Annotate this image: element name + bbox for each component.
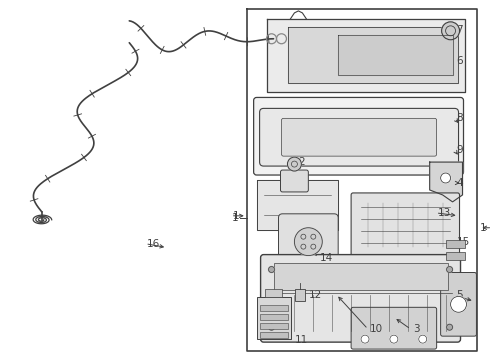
- Text: 10: 10: [370, 324, 383, 334]
- Bar: [260, 323, 289, 329]
- FancyBboxPatch shape: [278, 214, 338, 270]
- Polygon shape: [430, 162, 463, 202]
- Bar: [260, 314, 289, 320]
- Bar: [445, 240, 466, 248]
- Bar: [445, 252, 466, 260]
- FancyBboxPatch shape: [351, 307, 437, 349]
- Text: 2: 2: [298, 157, 305, 167]
- Text: 5: 5: [457, 291, 463, 300]
- Text: 1: 1: [232, 213, 239, 223]
- Text: 1: 1: [479, 223, 486, 233]
- Text: 3: 3: [413, 324, 419, 334]
- FancyBboxPatch shape: [260, 108, 459, 166]
- Circle shape: [288, 157, 301, 171]
- Text: 13: 13: [438, 208, 451, 218]
- Text: 4: 4: [457, 178, 463, 188]
- Circle shape: [441, 173, 451, 183]
- Circle shape: [441, 22, 460, 40]
- Circle shape: [451, 296, 466, 312]
- Text: 12: 12: [308, 291, 321, 300]
- Text: 6: 6: [457, 56, 463, 66]
- Circle shape: [269, 324, 274, 330]
- Text: 15: 15: [457, 237, 470, 247]
- Text: 16: 16: [147, 239, 160, 249]
- Bar: [260, 305, 289, 311]
- Bar: [273, 262, 447, 291]
- FancyBboxPatch shape: [441, 273, 476, 336]
- Polygon shape: [257, 180, 338, 230]
- Text: 14: 14: [320, 253, 334, 262]
- FancyBboxPatch shape: [351, 193, 460, 257]
- Bar: [257, 297, 292, 339]
- FancyBboxPatch shape: [261, 255, 461, 342]
- Circle shape: [419, 335, 427, 343]
- Text: 7: 7: [457, 25, 463, 35]
- Text: 11: 11: [294, 335, 308, 345]
- Polygon shape: [338, 35, 453, 75]
- Circle shape: [269, 266, 274, 273]
- Bar: [260, 332, 289, 338]
- Bar: [265, 289, 282, 297]
- Circle shape: [361, 335, 369, 343]
- Polygon shape: [289, 27, 458, 82]
- Polygon shape: [267, 19, 466, 93]
- Circle shape: [446, 266, 453, 273]
- Circle shape: [390, 335, 398, 343]
- FancyBboxPatch shape: [254, 98, 464, 175]
- Circle shape: [294, 228, 322, 256]
- Circle shape: [446, 324, 453, 330]
- Text: 1: 1: [233, 211, 240, 221]
- Bar: [295, 289, 305, 301]
- Text: 9: 9: [457, 145, 463, 155]
- Text: 8: 8: [457, 113, 463, 123]
- FancyBboxPatch shape: [280, 170, 308, 192]
- FancyBboxPatch shape: [281, 118, 437, 156]
